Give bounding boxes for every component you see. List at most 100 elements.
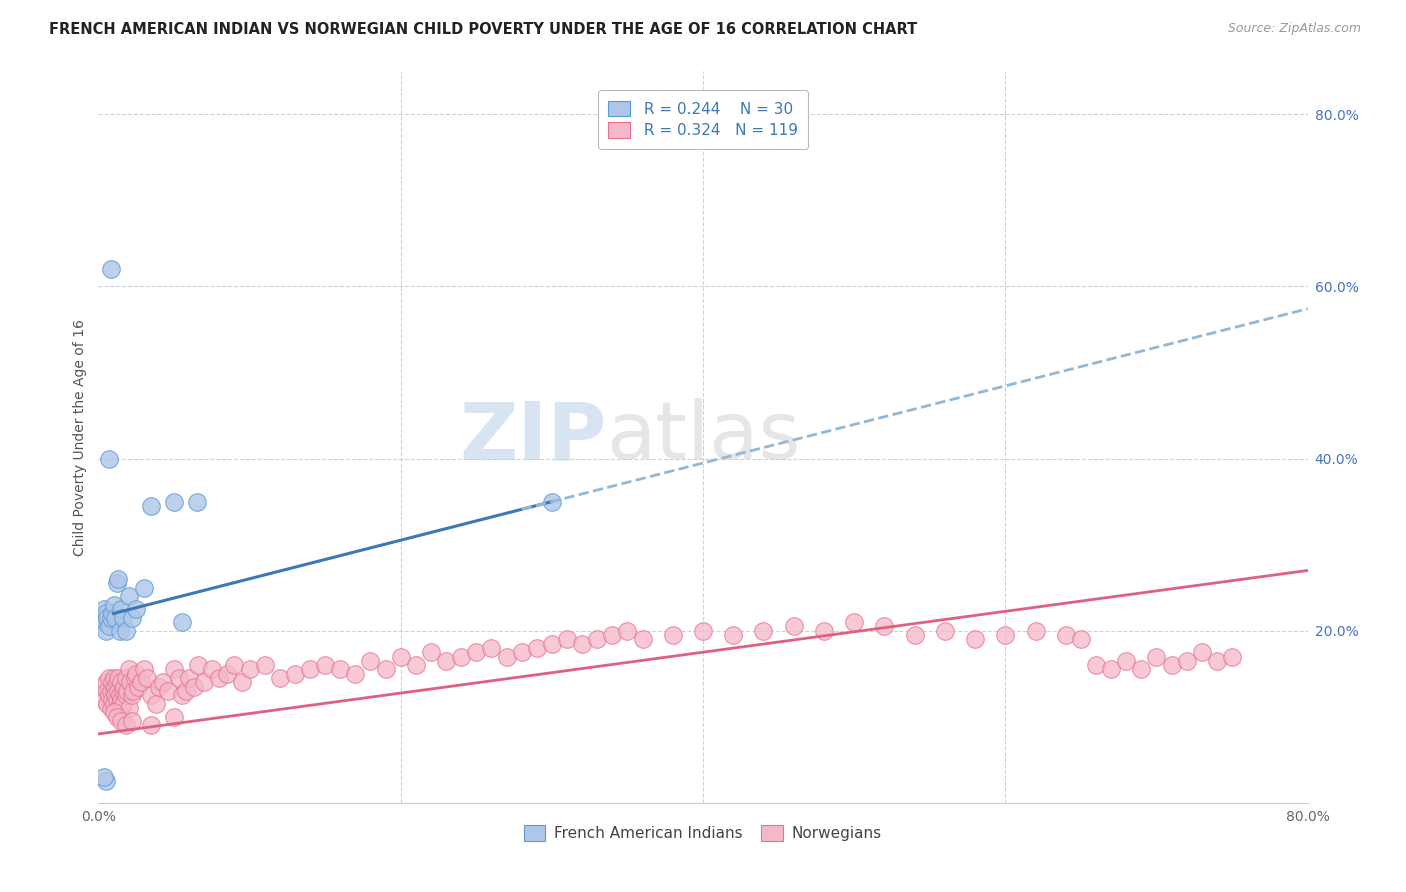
Point bbox=[163, 710, 186, 724]
Point bbox=[108, 624, 131, 638]
Point bbox=[434, 654, 457, 668]
Point bbox=[103, 684, 125, 698]
Point bbox=[94, 607, 117, 621]
Point bbox=[152, 675, 174, 690]
Point bbox=[163, 494, 186, 508]
Point bbox=[104, 680, 127, 694]
Point bbox=[163, 662, 186, 676]
Point bbox=[110, 714, 132, 728]
Point bbox=[111, 697, 134, 711]
Point bbox=[93, 692, 115, 706]
Point bbox=[111, 684, 134, 698]
Point bbox=[1175, 654, 1198, 668]
Point bbox=[104, 611, 127, 625]
Point bbox=[96, 611, 118, 625]
Point bbox=[187, 658, 209, 673]
Point bbox=[118, 589, 141, 603]
Point bbox=[114, 624, 136, 638]
Point bbox=[1085, 658, 1108, 673]
Point bbox=[110, 701, 132, 715]
Point bbox=[186, 494, 208, 508]
Point bbox=[661, 628, 683, 642]
Point bbox=[420, 645, 443, 659]
Point bbox=[121, 714, 143, 728]
Point bbox=[299, 662, 322, 676]
Point bbox=[124, 671, 146, 685]
Point bbox=[934, 624, 956, 638]
Point bbox=[1024, 624, 1046, 638]
Point bbox=[239, 662, 262, 676]
Point bbox=[1054, 628, 1077, 642]
Point bbox=[1191, 645, 1213, 659]
Text: ZIP: ZIP bbox=[458, 398, 606, 476]
Point bbox=[1160, 658, 1182, 673]
Point bbox=[96, 697, 118, 711]
Point bbox=[103, 697, 125, 711]
Point bbox=[904, 628, 927, 642]
Y-axis label: Child Poverty Under the Age of 16: Child Poverty Under the Age of 16 bbox=[73, 318, 87, 556]
Point bbox=[120, 675, 142, 690]
Point bbox=[122, 684, 145, 698]
Point bbox=[540, 637, 562, 651]
Point bbox=[100, 684, 122, 698]
Point bbox=[94, 624, 117, 638]
Point bbox=[110, 692, 132, 706]
Point bbox=[91, 680, 114, 694]
Point bbox=[783, 619, 806, 633]
Point bbox=[108, 688, 131, 702]
Point bbox=[91, 611, 114, 625]
Point bbox=[269, 671, 291, 685]
Point bbox=[174, 684, 197, 698]
Point bbox=[114, 671, 136, 685]
Point bbox=[94, 675, 117, 690]
Point bbox=[495, 649, 517, 664]
Point bbox=[93, 770, 115, 784]
Point bbox=[1070, 632, 1092, 647]
Point bbox=[344, 666, 367, 681]
Point bbox=[965, 632, 987, 647]
Point bbox=[994, 628, 1017, 642]
Text: Source: ZipAtlas.com: Source: ZipAtlas.com bbox=[1227, 22, 1361, 36]
Point bbox=[107, 572, 129, 586]
Point bbox=[125, 666, 148, 681]
Point bbox=[692, 624, 714, 638]
Point bbox=[108, 697, 131, 711]
Point bbox=[450, 649, 472, 664]
Text: atlas: atlas bbox=[606, 398, 800, 476]
Point bbox=[141, 718, 163, 732]
Point bbox=[465, 645, 488, 659]
Point bbox=[103, 706, 125, 720]
Point bbox=[121, 611, 143, 625]
Point bbox=[118, 662, 141, 676]
Point bbox=[526, 640, 548, 655]
Point bbox=[844, 615, 866, 629]
Point bbox=[127, 680, 149, 694]
Point bbox=[114, 688, 136, 702]
Point bbox=[101, 692, 124, 706]
Point bbox=[105, 576, 128, 591]
Point bbox=[170, 615, 193, 629]
Point bbox=[156, 684, 179, 698]
Point bbox=[1099, 662, 1122, 676]
Point bbox=[115, 684, 138, 698]
Point bbox=[1144, 649, 1167, 664]
Point bbox=[253, 658, 276, 673]
Point bbox=[873, 619, 896, 633]
Point bbox=[100, 611, 122, 625]
Point bbox=[118, 701, 141, 715]
Point bbox=[141, 499, 163, 513]
Point bbox=[107, 684, 129, 698]
Point bbox=[129, 675, 152, 690]
Point bbox=[586, 632, 609, 647]
Point bbox=[121, 688, 143, 702]
Point bbox=[208, 671, 231, 685]
Point bbox=[329, 662, 352, 676]
Point bbox=[183, 680, 205, 694]
Point bbox=[540, 494, 562, 508]
Point bbox=[98, 671, 121, 685]
Point bbox=[631, 632, 654, 647]
Point bbox=[360, 654, 382, 668]
Point bbox=[1220, 649, 1243, 664]
Point bbox=[723, 628, 745, 642]
Point bbox=[231, 675, 253, 690]
